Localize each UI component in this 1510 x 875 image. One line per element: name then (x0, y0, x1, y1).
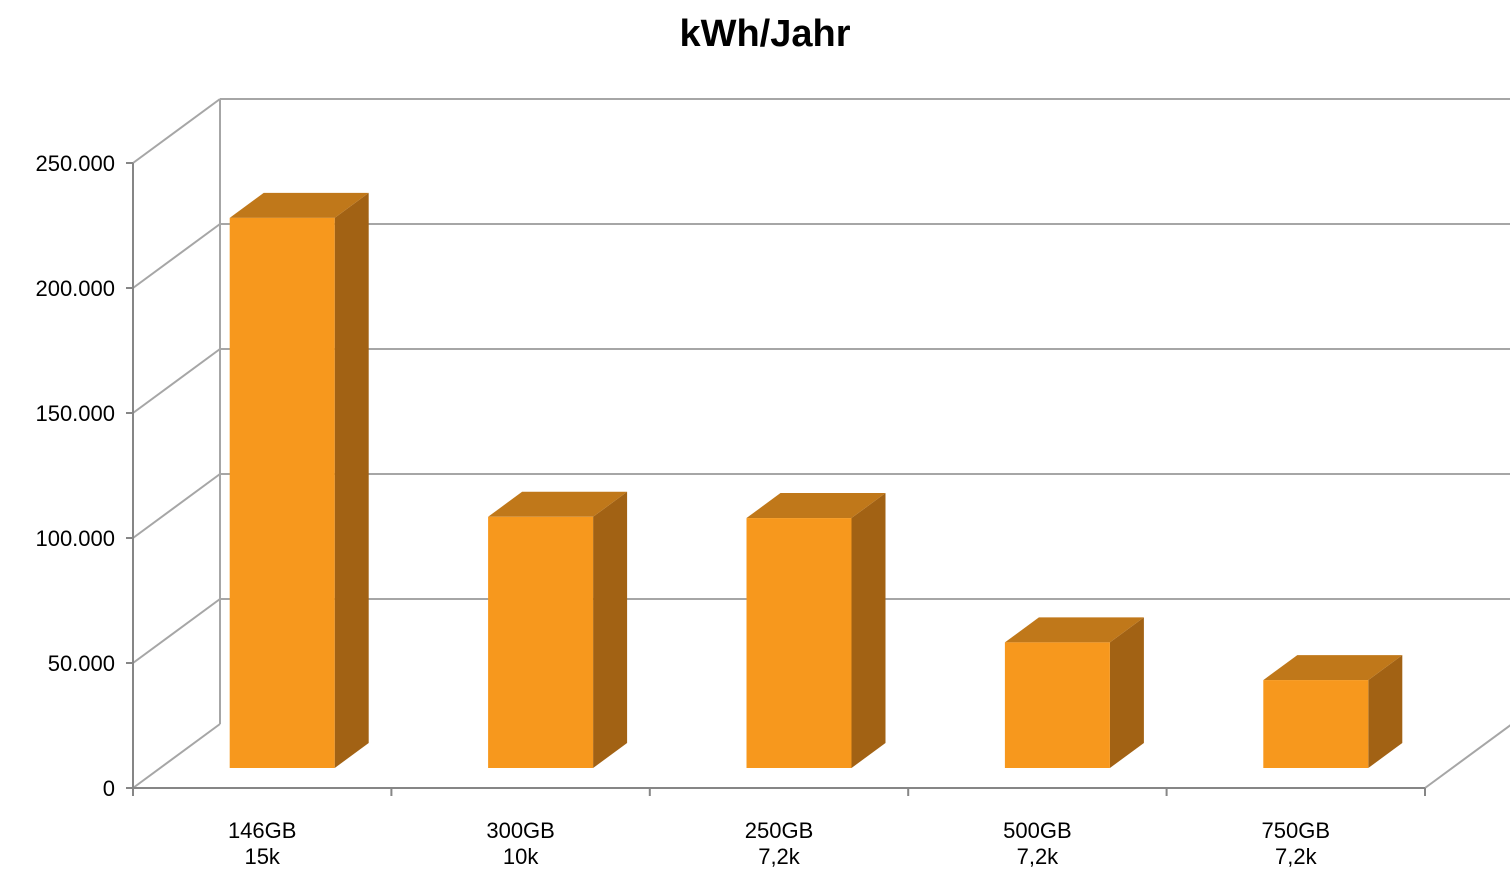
bar-front (1004, 642, 1110, 768)
y-tick-label: 150.000 (35, 401, 115, 426)
y-tick-label: 50.000 (48, 651, 115, 676)
y-tick-label: 100.000 (35, 526, 115, 551)
x-category-label-line: 10k (503, 844, 539, 869)
bar-top (1263, 655, 1403, 681)
x-category-label-line: 500GB (1003, 818, 1072, 843)
axes (126, 162, 1426, 796)
bar-front (1263, 680, 1369, 768)
x-category-label: 500GB 7,2k (1003, 818, 1072, 869)
bar-top (746, 493, 886, 519)
x-category-label-line: 300GB (486, 818, 555, 843)
bar-side (334, 192, 369, 768)
bar-side (1368, 655, 1403, 768)
bar (1004, 617, 1144, 768)
side-wall-line (132, 98, 221, 164)
bar-side (851, 493, 886, 768)
bar-front (229, 217, 335, 768)
x-category-label: 146GB 15k (228, 818, 297, 869)
side-wall-line (132, 223, 221, 289)
side-wall-line (132, 598, 221, 664)
x-category-label: 250GB 7,2k (745, 818, 814, 869)
side-wall-line (132, 473, 221, 539)
side-wall-line (132, 723, 221, 789)
bar (229, 192, 369, 768)
x-category-label-line: 15k (244, 844, 280, 869)
bar-side (1109, 617, 1144, 768)
bar-side (593, 491, 628, 768)
y-tick-label: 0 (103, 776, 115, 801)
bar (488, 491, 628, 768)
bar-top (229, 192, 369, 218)
side-wall-line (132, 348, 221, 414)
x-category-label: 300GB 10k (486, 818, 555, 869)
x-category-label-line: 7,2k (758, 844, 801, 869)
bar (746, 493, 886, 768)
x-category-label-line: 7,2k (1275, 844, 1318, 869)
y-tick-label: 200.000 (35, 276, 115, 301)
floor-edge (1424, 724, 1510, 789)
bar-front (488, 516, 594, 768)
bar (1263, 655, 1403, 768)
bars (229, 192, 1403, 768)
bar-top (1004, 617, 1144, 643)
gridlines (132, 98, 1510, 789)
y-tick-label: 250.000 (35, 151, 115, 176)
bar-front (746, 518, 852, 768)
x-category-label-line: 7,2k (1017, 844, 1060, 869)
y-axis-ticks: 0 50.000 100.000 150.000 200.000 250.000 (35, 151, 115, 801)
x-category-label-line: 750GB (1262, 818, 1331, 843)
bar-top (488, 491, 628, 517)
x-category-label-line: 146GB (228, 818, 297, 843)
x-category-label-line: 250GB (745, 818, 814, 843)
chart-title: kWh/Jahr (679, 13, 850, 55)
x-category-label: 750GB 7,2k (1262, 818, 1331, 869)
